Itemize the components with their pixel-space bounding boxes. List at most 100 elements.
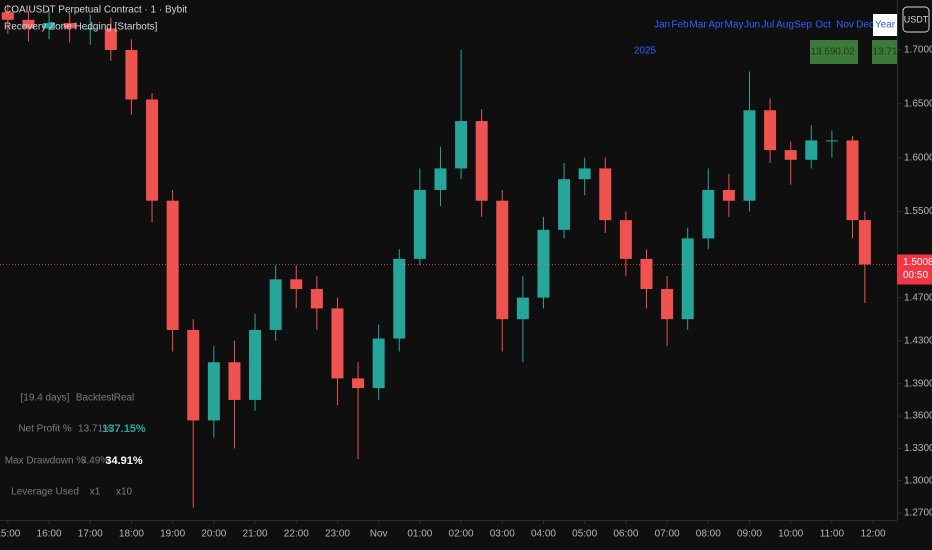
candle-body	[496, 200, 509, 320]
month-header: May	[725, 20, 744, 31]
candle-body	[372, 338, 385, 389]
y-tick-label: 1.3600	[904, 411, 932, 422]
candle-body	[784, 150, 797, 160]
stats-cell: Backtest	[76, 393, 115, 404]
candle-body	[805, 140, 818, 160]
candle-body	[290, 279, 303, 290]
candle-body	[331, 308, 344, 379]
candle-body	[63, 23, 76, 29]
stats-cell: 34.91%	[105, 455, 143, 467]
candle-body	[578, 168, 591, 180]
candle-body	[619, 220, 632, 259]
x-tick-label: 21:00	[243, 529, 268, 540]
year-header-bg	[873, 14, 897, 36]
candle-body	[537, 229, 550, 298]
candle-body	[558, 179, 571, 230]
candle-body	[743, 110, 756, 201]
candle-body	[661, 289, 674, 320]
year-label: 2025	[634, 46, 657, 57]
stats-cell: Real	[114, 393, 135, 404]
y-tick-label: 1.7000	[904, 45, 932, 56]
x-tick-label: 02:00	[449, 529, 474, 540]
candle-body	[434, 168, 447, 190]
candle-body	[43, 23, 56, 29]
candle-body	[702, 189, 715, 239]
candle-body	[455, 121, 468, 169]
month-header: Mar	[689, 20, 707, 31]
x-tick-label: 05:00	[572, 529, 597, 540]
candle-body	[846, 140, 859, 221]
month-header: Nov	[836, 20, 854, 31]
candle-body	[187, 329, 200, 421]
candle-body	[146, 99, 159, 201]
x-tick-label: 12:00	[861, 529, 886, 540]
x-tick-label: 22:00	[284, 529, 309, 540]
x-tick-label: 17:00	[78, 529, 103, 540]
x-tick-label: 18:00	[119, 529, 144, 540]
currency-label[interactable]: USDT	[904, 14, 929, 24]
candle-body	[228, 362, 241, 400]
candle-body	[352, 378, 365, 389]
month-header-row: Jan Feb Mar Apr May Jun Jul Aug Sep Oct Nov Dec	[654, 20, 874, 31]
x-tick-label: 01:00	[407, 529, 432, 540]
candle-body	[269, 279, 282, 330]
year-cell: 13.71	[872, 47, 897, 58]
year-cell-bg	[872, 40, 897, 64]
candle-body	[516, 297, 529, 320]
candle-body	[22, 19, 35, 29]
countdown: 00:50	[903, 270, 928, 281]
x-tick-label: 11:00	[820, 529, 845, 540]
month-cell: 13.69	[810, 47, 835, 58]
currency-button[interactable]	[902, 6, 930, 33]
x-tick-label: 15:00	[0, 529, 21, 540]
candle-body	[393, 258, 406, 339]
month-header: Jul	[762, 20, 775, 31]
y-tick-label: 1.6500	[904, 98, 932, 109]
indicator-name: Recovery Zone Hedging [Starbots]	[4, 22, 158, 33]
y-tick-label: 1.3900	[904, 378, 932, 389]
stats-cell: 3.49%	[81, 456, 109, 467]
y-tick-label: 1.3000	[904, 475, 932, 486]
candle-body	[722, 189, 735, 201]
candle-body	[125, 49, 138, 100]
x-tick-label: 20:00	[201, 529, 226, 540]
month-header: Jun	[744, 20, 760, 31]
last-price-label: 1.5008	[903, 257, 932, 268]
x-tick-label: 10:00	[778, 529, 803, 540]
x-tick-label: 23:00	[325, 529, 350, 540]
candle-body	[310, 289, 323, 309]
y-tick-label: 1.5500	[904, 206, 932, 217]
month-cell: 0.02	[835, 47, 855, 58]
stats-cell: 137.15%	[102, 423, 146, 435]
candle-body	[681, 238, 694, 320]
candle-body	[84, 28, 97, 30]
candle-body	[207, 362, 220, 421]
month-header: Sep	[794, 20, 812, 31]
stats-cell: [19.4 days]	[21, 393, 70, 404]
y-tick-label: 1.2700	[904, 508, 932, 519]
stats-table: [19.4 days] Backtest Real Net Profit % 13.71…	[5, 393, 146, 498]
plot: 1.2700 1.3000 1.3300 1.3600 1.3900 1.4300 1.47…	[0, 4, 932, 540]
candle-body	[249, 329, 262, 400]
candle-body	[104, 28, 117, 50]
stats-cell: 13.71%	[78, 424, 112, 435]
x-tick-label: 08:00	[696, 529, 721, 540]
year-header: Year	[875, 20, 896, 31]
x-tick-label: 09:00	[737, 529, 762, 540]
candle-body	[413, 189, 426, 259]
x-tick-label: 06:00	[613, 529, 638, 540]
x-tick-label: 19:00	[160, 529, 185, 540]
month-header: Dec	[856, 20, 874, 31]
x-tick-label: 07:00	[655, 529, 680, 540]
stats-cell: x1	[90, 487, 101, 498]
candle-body	[1, 12, 14, 20]
y-tick-label: 1.3300	[904, 443, 932, 454]
candle-body	[640, 258, 653, 290]
stats-cell: x10	[116, 487, 133, 498]
chart-title: COAIUSDT Perpetual Contract · 1 · Bybit	[4, 5, 187, 16]
candle-body	[858, 220, 871, 265]
month-header: Aug	[776, 20, 794, 31]
